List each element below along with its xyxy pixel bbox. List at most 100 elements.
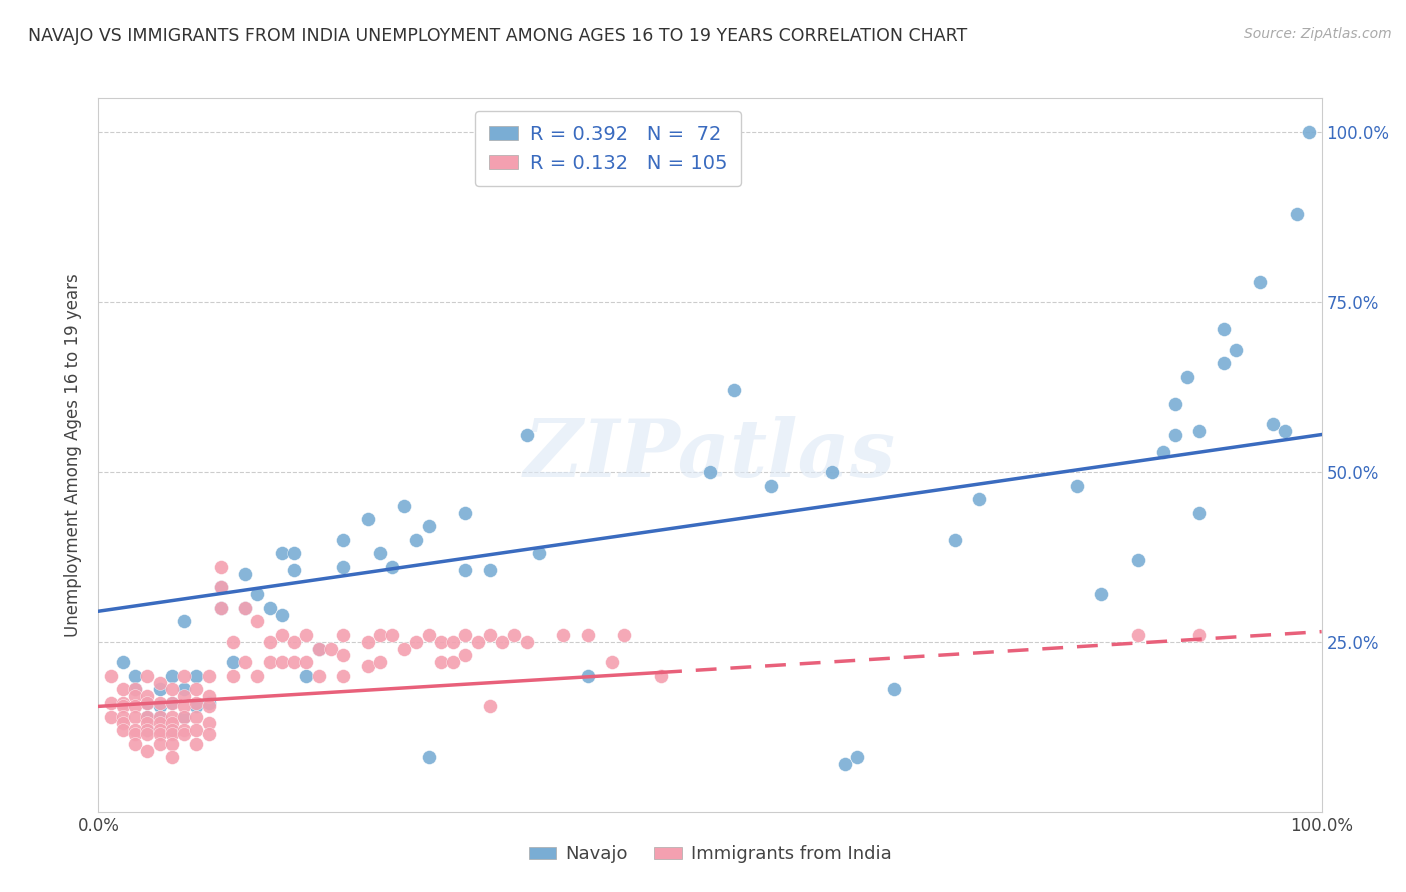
Point	[1286, 207, 1309, 221]
Point	[259, 655, 281, 669]
Point	[173, 709, 195, 723]
Point	[943, 533, 966, 547]
Point	[246, 615, 269, 629]
Point	[111, 723, 134, 738]
Point	[149, 709, 172, 723]
Point	[173, 669, 195, 683]
Point	[723, 384, 745, 398]
Point	[149, 726, 172, 740]
Point	[430, 635, 453, 649]
Point	[883, 682, 905, 697]
Point	[368, 546, 391, 560]
Point	[124, 689, 146, 703]
Point	[160, 682, 183, 697]
Point	[515, 427, 537, 442]
Point	[222, 655, 245, 669]
Point	[136, 726, 159, 740]
Point	[136, 709, 159, 723]
Point	[1298, 125, 1320, 139]
Point	[845, 750, 868, 764]
Point	[197, 699, 219, 714]
Point	[1188, 424, 1211, 438]
Point	[136, 743, 159, 757]
Point	[467, 635, 489, 649]
Point	[1128, 628, 1150, 642]
Point	[308, 669, 330, 683]
Point	[515, 635, 537, 649]
Point	[160, 723, 183, 738]
Point	[186, 696, 208, 710]
Point	[478, 628, 501, 642]
Point	[197, 716, 219, 731]
Point	[553, 628, 575, 642]
Point	[197, 689, 219, 703]
Point	[295, 655, 318, 669]
Point	[149, 737, 172, 751]
Point	[124, 682, 146, 697]
Point	[368, 628, 391, 642]
Point	[283, 546, 305, 560]
Point	[149, 723, 172, 738]
Point	[699, 465, 721, 479]
Point	[111, 699, 134, 714]
Point	[149, 716, 172, 731]
Point	[111, 716, 134, 731]
Point	[136, 723, 159, 738]
Point	[600, 655, 623, 669]
Point	[209, 600, 232, 615]
Text: Source: ZipAtlas.com: Source: ZipAtlas.com	[1244, 27, 1392, 41]
Point	[136, 716, 159, 731]
Point	[270, 546, 294, 560]
Point	[111, 696, 134, 710]
Point	[100, 669, 122, 683]
Point	[527, 546, 550, 560]
Point	[356, 635, 378, 649]
Point	[967, 492, 990, 507]
Point	[149, 699, 172, 714]
Point	[173, 726, 195, 740]
Point	[136, 689, 159, 703]
Point	[478, 564, 501, 578]
Point	[259, 635, 281, 649]
Point	[761, 478, 783, 492]
Point	[160, 750, 183, 764]
Point	[454, 506, 477, 520]
Point	[1175, 369, 1198, 384]
Point	[100, 709, 122, 723]
Point	[270, 628, 294, 642]
Point	[1225, 343, 1247, 357]
Point	[381, 560, 404, 574]
Point	[222, 635, 245, 649]
Point	[173, 709, 195, 723]
Point	[246, 669, 269, 683]
Point	[405, 533, 427, 547]
Point	[186, 669, 208, 683]
Point	[136, 696, 159, 710]
Text: NAVAJO VS IMMIGRANTS FROM INDIA UNEMPLOYMENT AMONG AGES 16 TO 19 YEARS CORRELATI: NAVAJO VS IMMIGRANTS FROM INDIA UNEMPLOY…	[28, 27, 967, 45]
Point	[283, 655, 305, 669]
Point	[821, 465, 844, 479]
Point	[246, 587, 269, 601]
Point	[1128, 553, 1150, 567]
Point	[124, 726, 146, 740]
Point	[418, 750, 440, 764]
Point	[186, 737, 208, 751]
Point	[283, 635, 305, 649]
Point	[356, 658, 378, 673]
Point	[186, 723, 208, 738]
Point	[259, 600, 281, 615]
Point	[392, 641, 416, 656]
Point	[209, 581, 232, 595]
Point	[308, 641, 330, 656]
Point	[392, 499, 416, 513]
Point	[173, 682, 195, 697]
Point	[136, 709, 159, 723]
Point	[160, 696, 183, 710]
Point	[576, 628, 599, 642]
Point	[1066, 478, 1088, 492]
Point	[295, 669, 318, 683]
Point	[149, 696, 172, 710]
Point	[454, 564, 477, 578]
Point	[197, 726, 219, 740]
Point	[186, 699, 208, 714]
